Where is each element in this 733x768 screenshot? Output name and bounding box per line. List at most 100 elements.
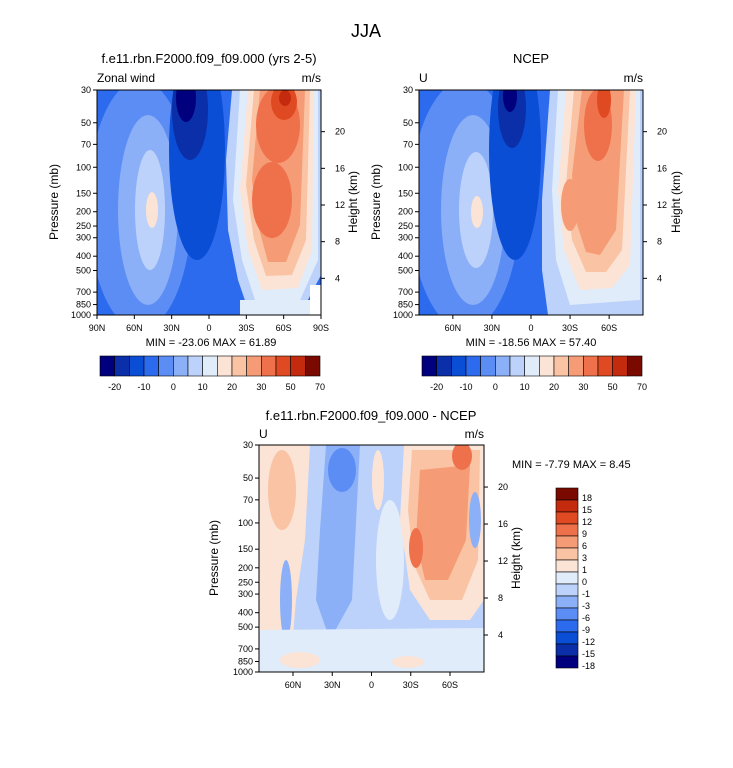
panel-difference-colorbar: 18 15 12 9 6 3 1 0 -1 -3 -6 -9 -12 -15 -18 [555, 487, 595, 671]
y-right-tick-label: 20 [498, 482, 508, 492]
colorbar-box [158, 355, 174, 377]
panel-model-contour-field [97, 90, 321, 315]
y-tick-label: 70 [243, 495, 253, 505]
colorbar-box [524, 355, 540, 377]
colorbar-box [583, 355, 599, 377]
panel-difference: f.e11.rbn.F2000.f09_f09.000 - NCEP U m/s… [207, 408, 631, 690]
colorbar-box [290, 355, 306, 377]
panel-model-ylabel: Pressure (mb) [47, 164, 61, 240]
colorbar-label: 70 [315, 382, 325, 392]
panel-ncep-units: m/s [624, 71, 643, 85]
x-tick-label: 60N [126, 323, 143, 333]
y-tick-label: 250 [76, 221, 91, 231]
colorbar-box [99, 355, 115, 377]
colorbar-box [553, 355, 569, 377]
panel-difference-contour-field [259, 445, 484, 672]
y-tick-label: 50 [81, 118, 91, 128]
panel-ncep-x-ticks: 60N 30N 0 30S 60S [445, 315, 617, 333]
panel-model-units: m/s [302, 71, 321, 85]
y-right-tick-label: 8 [657, 237, 662, 247]
colorbar-label: 18 [582, 493, 592, 503]
panel-ncep-contour-field [419, 90, 643, 315]
y-tick-label: 850 [76, 300, 91, 310]
x-tick-label: 60S [601, 323, 617, 333]
x-tick-label: 60N [445, 323, 462, 333]
x-tick-label: 90N [89, 323, 106, 333]
y-tick-label: 150 [398, 188, 413, 198]
colorbar-box [555, 583, 579, 597]
colorbar-label: -10 [459, 382, 472, 392]
colorbar-box [187, 355, 203, 377]
colorbar-label: 20 [227, 382, 237, 392]
colorbar-box [555, 511, 579, 525]
colorbar-label: 10 [520, 382, 530, 392]
panel-difference-min-max: MIN = -7.79 MAX = 8.45 [512, 459, 631, 471]
colorbar-box [275, 355, 291, 377]
y-tick-label: 150 [238, 544, 253, 554]
panel-model-left-string: Zonal wind [97, 71, 155, 85]
colorbar-box [436, 355, 452, 377]
y-tick-label: 100 [398, 162, 413, 172]
y-right-tick-label: 16 [498, 519, 508, 529]
colorbar-box [202, 355, 218, 377]
colorbar-box [173, 355, 189, 377]
panel-model-min-max: MIN = -23.06 MAX = 61.89 [146, 337, 277, 349]
panel-ncep-min-max: MIN = -18.56 MAX = 57.40 [466, 337, 597, 349]
y-tick-label: 200 [238, 563, 253, 573]
colorbar-box [143, 355, 159, 377]
y-right-tick-label: 8 [498, 593, 503, 603]
y-tick-label: 200 [76, 207, 91, 217]
colorbar-label: -12 [582, 637, 595, 647]
colorbar-box [217, 355, 233, 377]
colorbar-label: 50 [608, 382, 618, 392]
colorbar-box [480, 355, 496, 377]
colorbar-label: 3 [582, 553, 587, 563]
y-tick-label: 200 [398, 207, 413, 217]
y-tick-label: 150 [76, 188, 91, 198]
x-tick-label: 30S [403, 680, 419, 690]
y-tick-label: 30 [243, 440, 253, 450]
colorbar-box [555, 547, 579, 561]
y-right-tick-label: 4 [335, 273, 340, 283]
colorbar-label: -18 [582, 661, 595, 671]
colorbar-label: 10 [198, 382, 208, 392]
x-tick-label: 30S [238, 323, 254, 333]
colorbar-box [555, 655, 579, 669]
y-tick-label: 400 [76, 251, 91, 261]
y-tick-label: 700 [238, 644, 253, 654]
panel-difference-units: m/s [465, 427, 484, 441]
colorbar-box [555, 535, 579, 549]
colorbar-box [421, 355, 437, 377]
y-tick-label: 400 [398, 251, 413, 261]
panel-model-title: f.e11.rbn.F2000.f09_f09.000 (yrs 2-5) [101, 51, 316, 66]
colorbar-label: 50 [286, 382, 296, 392]
x-tick-label: 60N [285, 680, 302, 690]
y-tick-label: 250 [398, 221, 413, 231]
figure-suptitle: JJA [351, 21, 381, 41]
colorbar-label: 9 [582, 529, 587, 539]
y-right-tick-label: 4 [498, 630, 503, 640]
colorbar-box [555, 499, 579, 513]
y-tick-label: 30 [81, 85, 91, 95]
y-tick-label: 30 [403, 85, 413, 95]
colorbar-box [509, 355, 525, 377]
colorbar-box [555, 523, 579, 537]
panel-difference-ylabel-right: Height (km) [509, 527, 523, 589]
colorbar-label: 1 [582, 565, 587, 575]
panel-difference-left-string: U [259, 427, 268, 441]
colorbar-box [231, 355, 247, 377]
colorbar-box [246, 355, 262, 377]
colorbar-box [305, 355, 321, 377]
colorbar-box [555, 607, 579, 621]
y-right-tick-label: 12 [335, 200, 345, 210]
x-tick-label: 30N [324, 680, 341, 690]
y-tick-label: 50 [243, 473, 253, 483]
colorbar-label: -1 [582, 589, 590, 599]
colorbar-box [612, 355, 628, 377]
colorbar-label: 15 [582, 505, 592, 515]
y-tick-label: 70 [403, 139, 413, 149]
colorbar-label: -15 [582, 649, 595, 659]
